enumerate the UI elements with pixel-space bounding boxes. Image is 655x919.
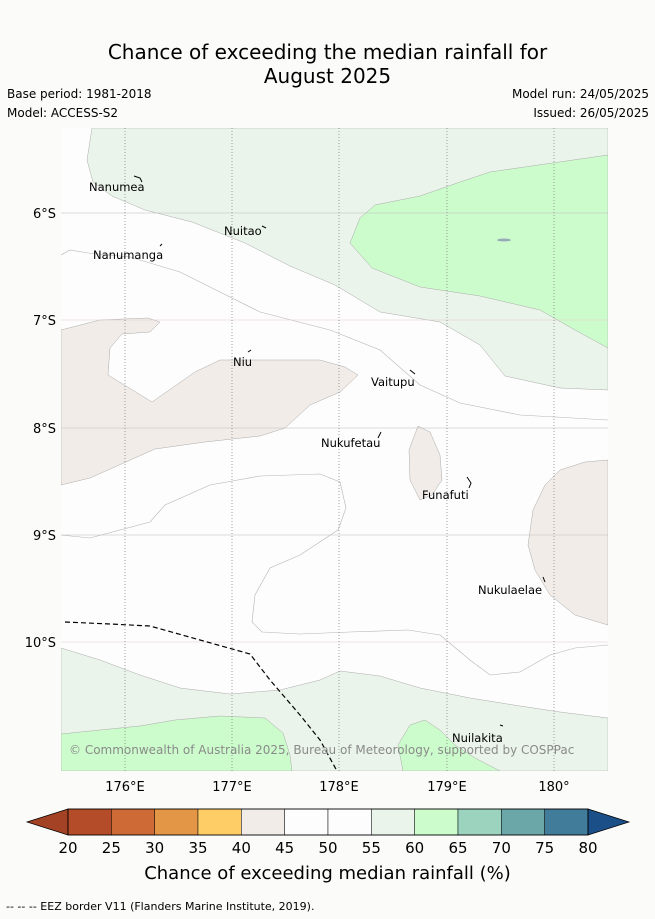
colorbar-tick-label: 25 (101, 839, 121, 857)
contour-60-65-southcentral (397, 719, 501, 771)
lat-label-7s: 7°S (33, 314, 56, 329)
colorbar-tick-label: 55 (361, 839, 381, 857)
place-labels: Nanumea Nuitao Nanumanga Niu Vaitupu Nuk… (89, 180, 542, 745)
colorbar-title: Chance of exceeding median rainfall (%) (144, 863, 511, 884)
lat-axis-labels: 6°S 7°S 8°S 9°S 10°S (25, 207, 56, 651)
colorbar-tick-label: 70 (491, 839, 511, 857)
colorbar-tick-label: 40 (231, 839, 251, 857)
contour-40-45-east (527, 459, 608, 626)
colorbar-arrow-low (25, 808, 69, 836)
colorbar-cell (284, 808, 329, 836)
colorbar-cell (457, 808, 502, 836)
lat-label-9s: 9°S (33, 529, 56, 544)
lake-mark (497, 238, 511, 242)
colorbar-cell (544, 808, 589, 836)
place-label-nanumanga: Nanumanga (93, 248, 163, 262)
eez-footnote: -- -- -- EEZ border V11 (Flanders Marine… (6, 900, 315, 913)
contour-40-45-central (408, 425, 443, 501)
colorbar-cell (327, 808, 372, 836)
copyright-notice: © Commonwealth of Australia 2025, Bureau… (69, 743, 574, 757)
colorbar-cell (67, 808, 112, 836)
colorbar-tick-label: 45 (275, 839, 295, 857)
colorbar-tick-label: 50 (318, 839, 338, 857)
eez-border (64, 621, 338, 771)
colorbar-tick-label: 60 (405, 839, 425, 857)
lon-label-176e: 176°E (105, 780, 145, 795)
title-line-1: Chance of exceeding the median rainfall … (107, 40, 548, 64)
map-title: Chance of exceeding the median rainfall … (0, 40, 655, 88)
colorbar-cell (501, 808, 545, 836)
colorbar-cell (414, 808, 459, 836)
contour-60-65-east (349, 154, 608, 349)
colorbar-cell (197, 808, 242, 836)
colorbar-tick-label: 35 (188, 839, 208, 857)
colorbar-outline (67, 808, 589, 836)
place-label-nukulaelae: Nukulaelae (478, 583, 542, 597)
colorbar (25, 808, 631, 836)
contour-60-65-southwest (61, 715, 293, 771)
contour-line-2 (61, 473, 608, 676)
place-label-nanumea: Nanumea (89, 180, 145, 194)
lat-gridlines (61, 212, 608, 643)
lat-label-8s: 8°S (33, 422, 56, 437)
lon-gridlines (124, 128, 555, 771)
colorbar-tick-label: 20 (58, 839, 78, 857)
contour-40-45-west (61, 317, 359, 486)
colorbar-cell (154, 808, 199, 836)
colorbar-cell (111, 808, 155, 836)
colorbar-tick-label: 80 (578, 839, 598, 857)
place-label-nuilakita: Nuilakita (452, 731, 503, 745)
model-name: Model: ACCESS-S2 (7, 106, 119, 120)
colorbar-cell (241, 808, 285, 836)
issued-date: Issued: 26/05/2025 (533, 106, 649, 120)
base-period: Base period: 1981-2018 (7, 87, 152, 101)
lat-label-6s: 6°S (33, 207, 56, 222)
colorbar-tick-label: 65 (448, 839, 468, 857)
colorbar-tick-label: 75 (535, 839, 555, 857)
lon-label-178e: 178°E (319, 780, 359, 795)
lat-label-10s: 10°S (25, 636, 56, 651)
place-label-nuitao: Nuitao (224, 224, 262, 238)
lon-label-179e: 179°E (427, 780, 467, 795)
lon-label-180: 180° (538, 780, 569, 795)
place-label-funafuti: Funafuti (422, 488, 469, 502)
model-run: Model run: 24/05/2025 (511, 87, 649, 101)
contour-line-1 (61, 249, 608, 421)
map-plot-area (61, 128, 608, 771)
place-label-vaitupu: Vaitupu (371, 375, 415, 389)
lon-axis-labels: 176°E 177°E 178°E 179°E 180° (105, 780, 569, 795)
place-label-niu: Niu (233, 355, 252, 369)
colorbar-arrow-high (587, 808, 631, 836)
title-line-2: August 2025 (263, 64, 392, 88)
place-label-nukufetau: Nukufetau (321, 436, 380, 450)
island-marks (133, 175, 546, 727)
colorbar-tick-label: 30 (145, 839, 165, 857)
lon-label-177e: 177°E (212, 780, 252, 795)
colorbar-cell (371, 808, 415, 836)
